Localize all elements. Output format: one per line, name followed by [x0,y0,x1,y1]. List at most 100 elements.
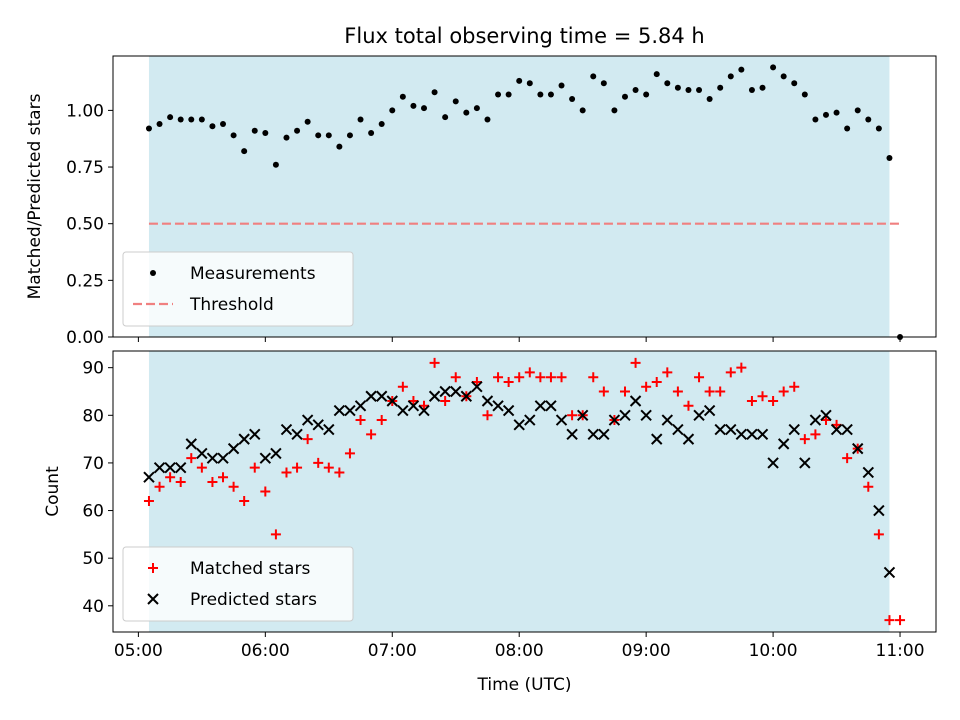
predicted-stars-point [333,404,346,417]
measurement-point [484,116,491,123]
predicted-stars-point [206,452,219,464]
measurement-point [801,91,808,98]
predicted-stars-point [386,395,398,407]
matched-stars-point [567,410,578,421]
measurement-point [844,125,851,132]
measurement-point [780,73,787,80]
matched-stars-point [768,396,779,407]
measurement-point [251,127,258,134]
matched-stars-point [175,476,186,487]
measurement-point [410,102,417,109]
predicted-stars-point [344,404,356,417]
matched-stars-point [165,472,176,483]
matched-stars-point [799,434,810,445]
matched-stars-point [619,386,630,397]
predicted-stars-point [238,433,250,445]
measurement-point [283,134,290,141]
predicted-stars-point [788,423,800,436]
predicted-stars-point [545,400,557,412]
predicted-stars-point [841,423,853,436]
matched-stars-point [545,372,556,383]
matched-stars-point [672,386,683,397]
predicted-stars-point [661,414,674,426]
y-tick-label: 0.00 [66,328,104,348]
measurement-point [558,82,565,89]
measurement-point [294,127,301,134]
matched-stars-point [662,367,673,378]
y-tick-label: 50 [82,549,104,569]
matched-stars-point [884,615,895,626]
matched-stars-point [482,410,493,421]
predicted-stars-point [301,414,314,426]
x-tick-label: 08:00 [495,641,544,661]
chart-title: Flux total observing time = 5.84 h [344,24,704,48]
matched-stars-point [556,372,567,383]
legend-measurement-swatch [150,270,156,276]
predicted-stars-point [756,428,769,441]
legend-label: Threshold [189,295,274,315]
predicted-stars-point [534,400,547,412]
matched-stars-point [397,381,408,392]
measurement-point [685,86,692,93]
predicted-stars-point [291,428,303,441]
measurement-point [357,116,364,123]
matched-stars-point [704,386,715,397]
matched-stars-point [831,419,842,430]
matched-stars-point [503,376,514,387]
matched-stars-point [683,400,694,411]
measurement-point [198,116,205,123]
y-tick-label: 0.25 [66,271,104,291]
matched-stars-point [334,467,345,478]
measurement-point [526,80,533,87]
measurement-point [442,114,449,121]
x-tick-label: 07:00 [368,641,417,661]
matched-stars-point [249,462,260,473]
measurement-point [696,86,703,93]
measurement-point [421,105,428,112]
measurement-point [315,132,322,139]
matched-stars-point [630,357,641,368]
matched-stars-point [588,372,599,383]
predicted-stars-point [196,447,208,460]
y-tick-label: 1.00 [66,101,104,121]
matched-stars-point [746,396,757,407]
matched-stars-point [820,415,831,426]
matched-stars-point [419,400,430,411]
predicted-stars-point [830,423,843,436]
legend-box [122,546,354,622]
predicted-stars-point [513,419,525,431]
top-y-axis-label: Matched/Predicted stars [25,93,45,299]
y-tick-label: 80 [82,406,104,426]
measurement-point [220,120,227,127]
measurement-point [452,98,459,105]
measurement-point [272,161,279,168]
legend-matched-swatch [148,563,158,573]
x-tick-label: 10:00 [749,641,798,661]
predicted-stars-point [777,438,790,450]
measurement-point [495,91,502,98]
matched-stars-point [440,396,451,407]
x-axis-label: Time (UTC) [477,675,572,695]
predicted-stars-point [799,457,811,469]
predicted-stars-point [725,423,737,436]
matched-stars-point [366,429,377,440]
matched-stars-point [535,372,546,383]
measurement-point [304,118,311,125]
predicted-stars-point [555,414,568,426]
measurement-point [230,132,237,139]
predicted-stars-point [576,409,589,422]
predicted-stars-point [502,404,515,417]
measurement-point [886,154,893,161]
predicted-stars-point [153,461,166,474]
measurement-point [717,84,724,91]
matched-stars-point [514,372,525,383]
predicted-stars-point [270,447,282,460]
measurement-point [516,77,523,84]
measurement-point [770,64,777,71]
matched-stars-point [323,462,334,473]
measurement-point [706,96,713,103]
measurement-point [812,116,819,123]
measurement-point [262,130,269,137]
matched-stars-point [651,376,662,387]
bottom-axes-frame [112,350,937,633]
